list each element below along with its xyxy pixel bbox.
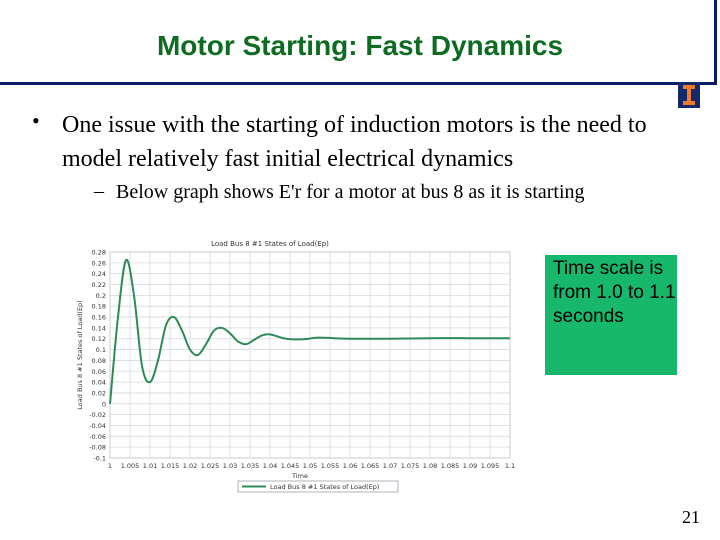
chart-title: Load Bus 8 #1 States of Load(Ep) — [211, 240, 329, 248]
x-tick-label: 1.065 — [361, 462, 380, 470]
y-tick-label: -0.1 — [93, 455, 106, 463]
y-tick-label: 0.08 — [92, 357, 106, 365]
x-tick-label: 1.005 — [121, 462, 140, 470]
y-tick-label: -0.04 — [89, 422, 106, 430]
x-axis-label: Time — [291, 472, 308, 480]
x-tick-label: 1.09 — [463, 462, 477, 470]
x-tick-label: 1.04 — [263, 462, 277, 470]
x-tick-label: 1 — [108, 462, 112, 470]
legend-label: Load Bus 8 #1 States of Load(Ep) — [270, 483, 379, 491]
x-tick-label: 1.07 — [383, 462, 397, 470]
y-tick-label: -0.06 — [89, 433, 106, 441]
slide-title: Motor Starting: Fast Dynamics — [156, 30, 564, 61]
x-tick-label: 1.035 — [241, 462, 260, 470]
y-tick-label: 0.04 — [92, 379, 106, 387]
university-i-logo-icon — [678, 82, 700, 108]
sub-bullet-text-1: Below graph shows E'r for a motor at bus… — [116, 181, 585, 203]
x-tick-label: 1.02 — [183, 462, 197, 470]
x-tick-label: 1.1 — [505, 462, 515, 470]
y-tick-label: 0.02 — [92, 389, 106, 397]
page-number: 21 — [682, 507, 700, 527]
y-tick-label: 0.18 — [92, 303, 106, 311]
y-tick-label: 0.22 — [92, 281, 106, 289]
x-tick-label: 1.05 — [303, 462, 317, 470]
y-tick-label: 0.26 — [92, 259, 106, 267]
chart-svg: Load Bus 8 #1 States of Load(Ep) 0.28 0.26… — [76, 240, 515, 493]
x-tick-label: 1.085 — [441, 462, 460, 470]
bullet-marker: • — [32, 108, 40, 133]
x-tick-label: 1.03 — [223, 462, 237, 470]
title-border — [0, 0, 717, 85]
bullet-text-1: One issue with the starting of induction… — [62, 112, 647, 172]
y-tick-label: 0.1 — [96, 346, 106, 354]
callout-box: Time scale is from 1.0 to 1.1 seconds — [545, 255, 677, 375]
x-tick-label: 1.095 — [481, 462, 500, 470]
y-tick-label: -0.02 — [89, 411, 106, 419]
x-tick-label: 1.08 — [423, 462, 437, 470]
x-tick-label: 1.055 — [321, 462, 340, 470]
y-tick-label: 0.14 — [92, 324, 106, 332]
y-axis-label: Load Bus 8 #1 States of Load(Ep) — [76, 300, 84, 409]
x-tick-label: 1.025 — [201, 462, 220, 470]
y-tick-label: -0.08 — [89, 444, 106, 452]
series-line — [109, 258, 510, 404]
y-tick-label: 0.12 — [92, 335, 106, 343]
y-tick-label: 0.28 — [92, 249, 106, 257]
y-tick-label: 0.2 — [96, 292, 106, 300]
x-tick-label: 1.01 — [143, 462, 157, 470]
y-tick-label: 0.16 — [92, 314, 106, 322]
legend-box — [237, 480, 399, 493]
x-tick-label: 1.045 — [281, 462, 300, 470]
chart: Load Bus 8 #1 States of Load(Ep) 0.28 0.26… — [70, 236, 516, 496]
x-tick-label: 1.015 — [161, 462, 180, 470]
y-tick-label: 0.24 — [92, 270, 106, 278]
y-tick-label: 0.06 — [92, 368, 106, 376]
x-tick-label: 1.075 — [401, 462, 420, 470]
sub-bullet-marker: – — [94, 180, 104, 202]
x-tick-label: 1.06 — [343, 462, 357, 470]
y-tick-label: 0 — [102, 400, 106, 408]
